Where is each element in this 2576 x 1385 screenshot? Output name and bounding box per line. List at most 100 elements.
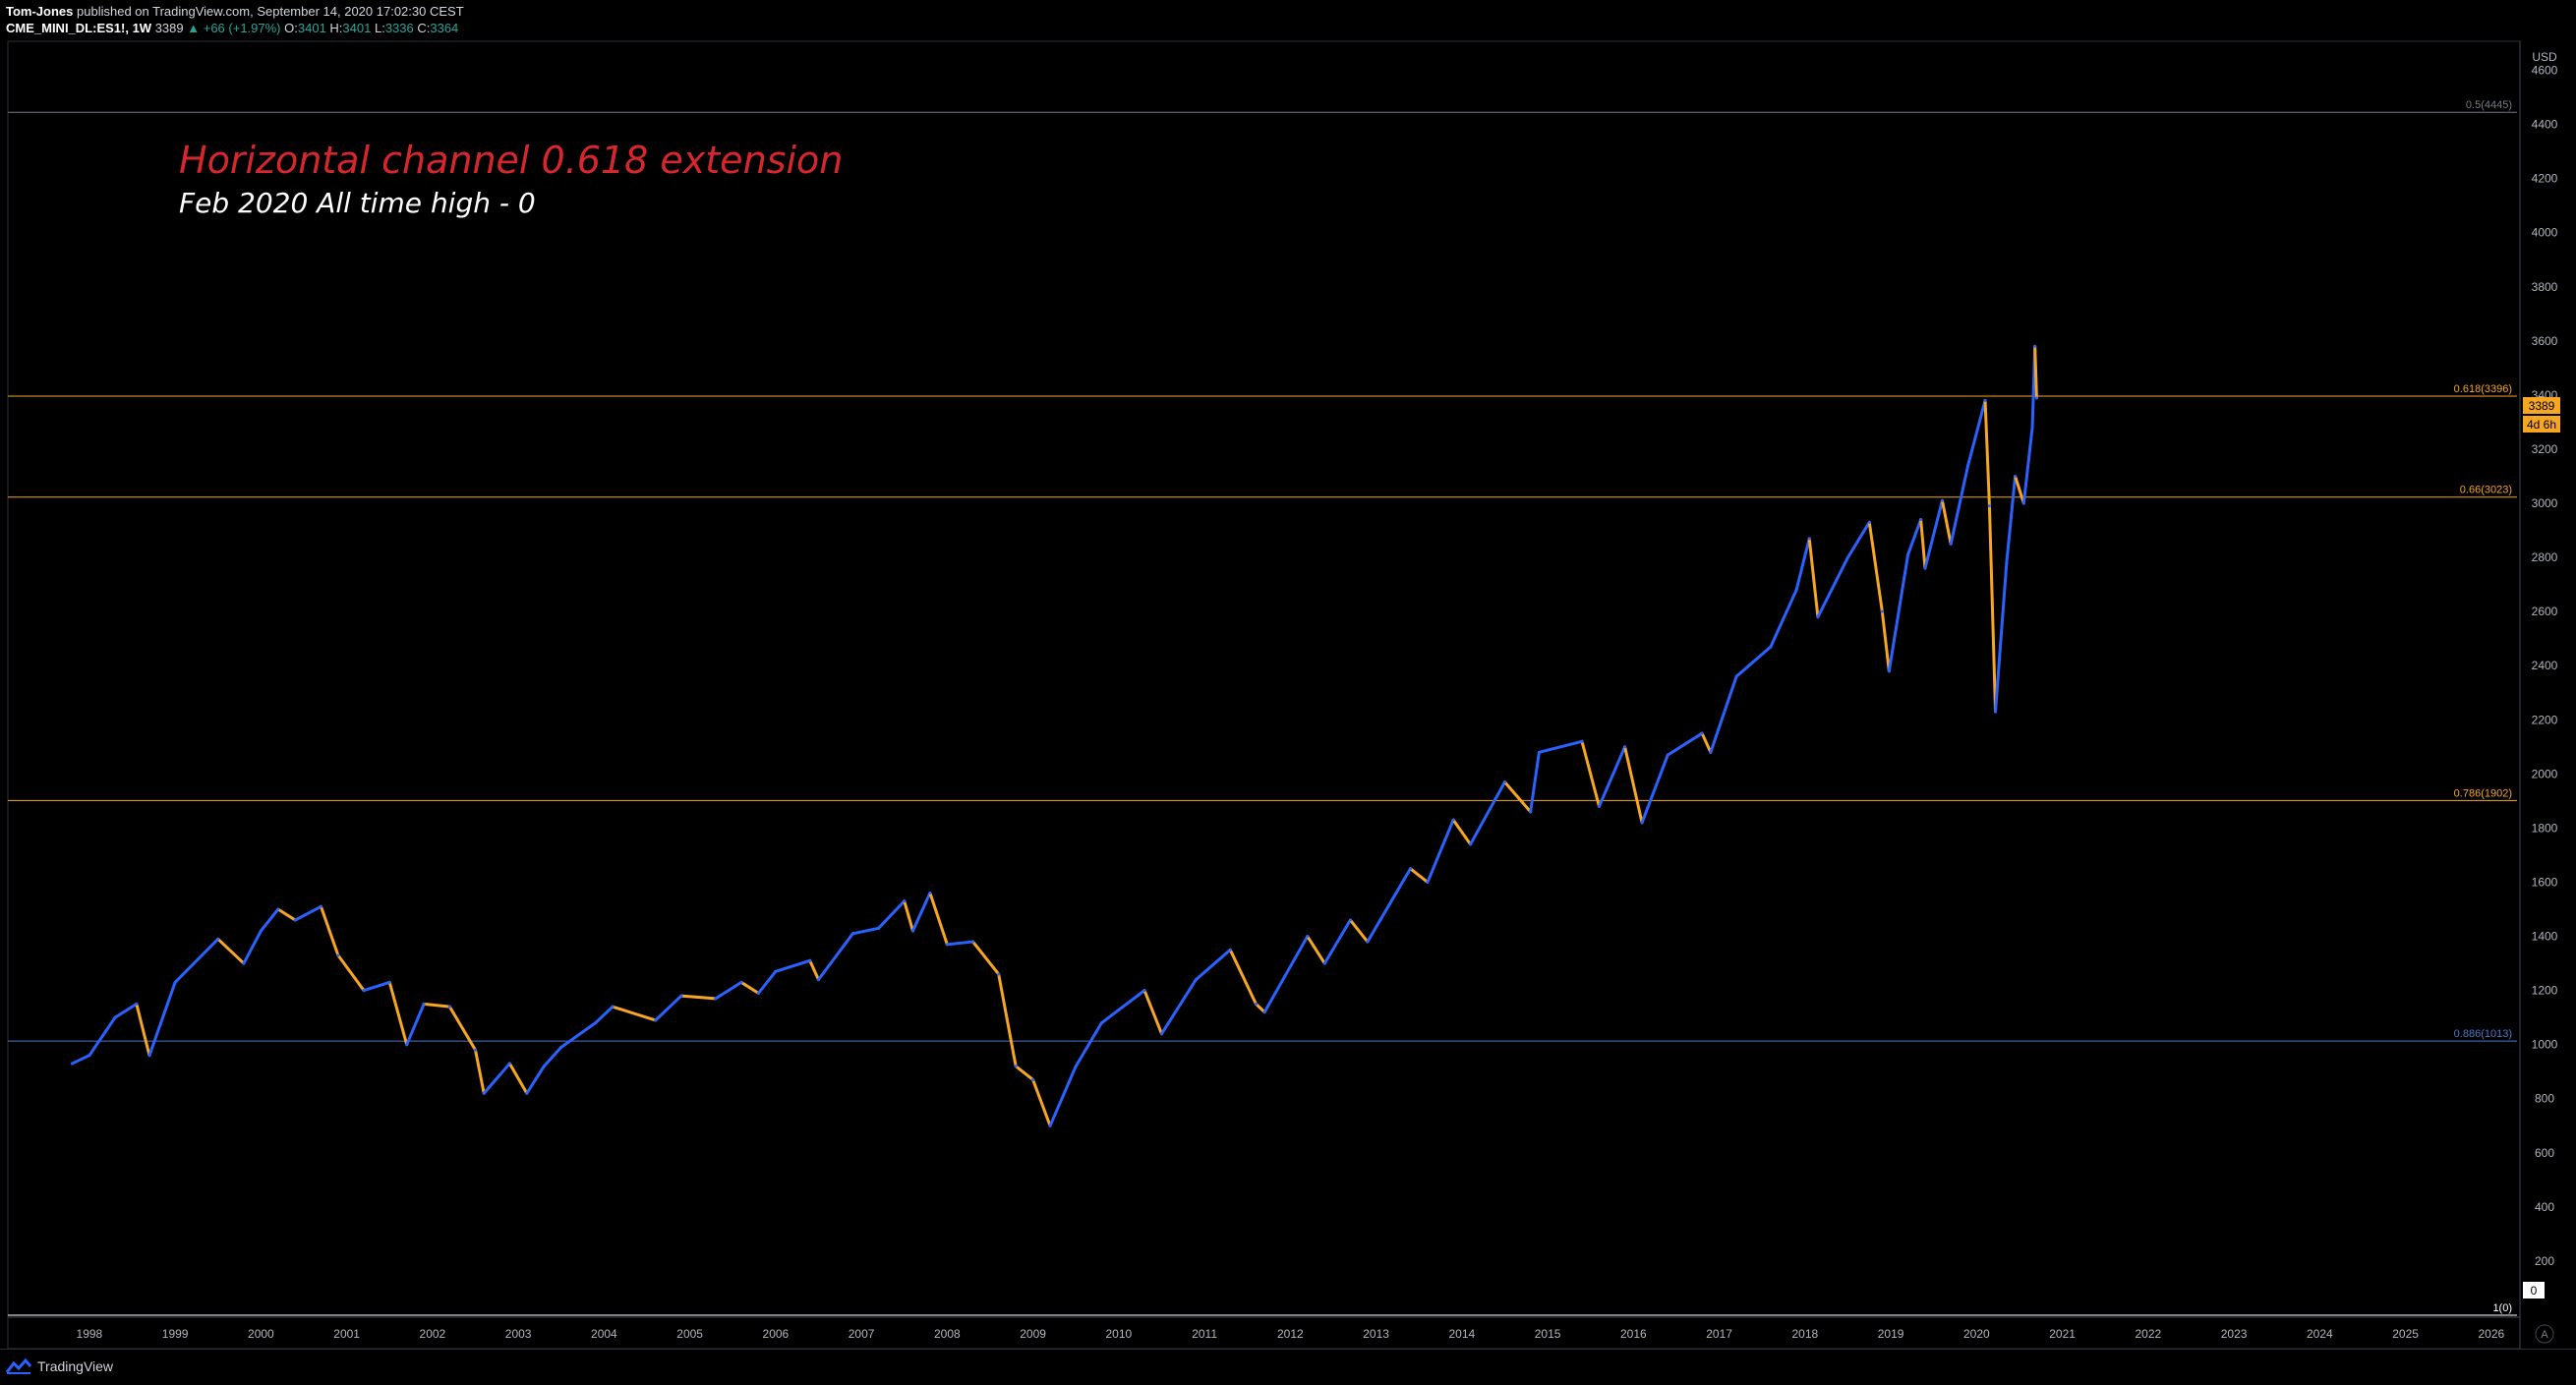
price-point: [1700, 731, 1704, 735]
tradingview-logo-icon: [6, 1358, 31, 1374]
time-tick-label: 2006: [763, 1327, 790, 1341]
price-segment: [447, 1005, 478, 1052]
price-point: [928, 892, 932, 895]
price-segment: [910, 892, 932, 933]
published-text: published on TradingView.com, September …: [77, 4, 464, 19]
annotation-subtitle[interactable]: Feb 2020 All time high - 0: [179, 187, 536, 219]
price-point: [1409, 867, 1413, 871]
low-value: 3336: [384, 21, 414, 35]
price-point: [654, 1018, 658, 1022]
price-segment: [903, 899, 914, 933]
price-segment: [1228, 948, 1258, 1006]
price-segment: [1769, 588, 1798, 649]
time-tick-label: 2026: [2478, 1327, 2504, 1341]
price-segment: [1254, 1002, 1266, 1014]
price-point: [679, 994, 683, 998]
price-point: [1640, 821, 1644, 825]
price-chart[interactable]: 0.5(4445) 0.618(3396) 0.66(3023) 0.786(1902…: [0, 0, 2576, 1349]
price-segment: [70, 1054, 91, 1066]
price-point: [559, 1045, 563, 1049]
time-tick-label: 2019: [1878, 1327, 1904, 1341]
time-tick-label: 2021: [2049, 1327, 2076, 1341]
close-label: C:: [417, 21, 431, 35]
price-point: [362, 989, 366, 993]
annotation-title[interactable]: Horizontal channel 0.618 extension: [179, 139, 843, 182]
tradingview-brand[interactable]: TradingView: [6, 1358, 113, 1374]
price-segment: [1159, 978, 1198, 1036]
price-point: [2014, 475, 2018, 479]
price-series: [70, 344, 2038, 1127]
price-segment: [507, 1062, 529, 1095]
price-point: [1426, 880, 1430, 884]
price-point: [293, 918, 297, 922]
open-value: 3401: [297, 21, 326, 35]
fib-level-label: 0.886(1013): [2454, 1028, 2512, 1040]
price-tick-label: 2400: [2532, 659, 2558, 672]
price-segment: [293, 904, 322, 922]
price-segment: [611, 1005, 658, 1022]
price-segment: [1987, 504, 1998, 714]
price-point: [1306, 935, 1310, 939]
price-segment: [242, 929, 263, 965]
price-point: [113, 1015, 117, 1019]
time-tick-label: 2001: [333, 1327, 360, 1341]
time-tick-label: 2013: [1363, 1327, 1389, 1341]
zero-tag-group: 0: [2523, 1282, 2545, 1298]
price-tick-label: 2200: [2532, 713, 2558, 726]
price-point: [910, 929, 914, 933]
price-segment: [525, 1065, 546, 1095]
currency-label: USD: [2532, 50, 2557, 64]
auto-scale-button-ring[interactable]: [2535, 1324, 2554, 1344]
price-point: [1623, 745, 1627, 749]
price-point: [877, 926, 881, 930]
time-tick-label: 2011: [1192, 1327, 1217, 1341]
price-point: [997, 972, 1001, 976]
time-tick-label: 2002: [420, 1327, 446, 1341]
price-segment: [1994, 561, 2009, 714]
price-point: [319, 904, 322, 908]
last-price-tag-bg: [2523, 397, 2560, 414]
price-segment: [1700, 731, 1713, 754]
fib-levels[interactable]: 0.5(4445) 0.618(3396) 0.66(3023) 0.786(1902…: [8, 99, 2517, 1316]
price-point: [1887, 669, 1891, 673]
time-tick-label: 2012: [1277, 1327, 1304, 1341]
time-tick-label: 2020: [1963, 1327, 1990, 1341]
price-segment: [2033, 344, 2038, 400]
price-segment: [1923, 498, 1944, 570]
time-tick-label: 2015: [1535, 1327, 1561, 1341]
price-tick-label: 200: [2535, 1254, 2554, 1268]
chart-frame: [7, 40, 2521, 1349]
price-segment: [971, 940, 1001, 976]
close-value: 3364: [430, 21, 459, 35]
price-point: [1537, 750, 1541, 754]
price-segment: [259, 907, 280, 933]
price-segment: [928, 892, 949, 947]
time-axis[interactable]: 1998 1999 2000 2001 2002 2003 2004 2005 2006 2007…: [77, 1327, 2505, 1341]
price-segment: [1794, 537, 1811, 592]
price-point: [2033, 344, 2037, 348]
countdown-tag-bg: [2523, 416, 2560, 433]
price-segment: [1048, 1065, 1078, 1127]
last-price: 3389: [154, 21, 184, 35]
auto-scale-button[interactable]: A: [2541, 1329, 2548, 1341]
time-tick-label: 2016: [1620, 1327, 1647, 1341]
price-point: [242, 961, 246, 965]
price-point: [147, 1054, 151, 1058]
price-point: [387, 980, 391, 984]
price-point: [1348, 918, 1352, 922]
high-label: H:: [329, 21, 343, 35]
price-axis[interactable]: 200 400 600 800 1000 1200 1400 1600 1800 2000 2200…: [2532, 64, 2558, 1268]
price-segment: [1194, 948, 1232, 982]
chart-header: Tom-Jones published on TradingView.com, …: [0, 0, 2576, 41]
price-point: [542, 1065, 546, 1068]
price-segment: [1348, 918, 1370, 944]
time-tick-label: 1998: [77, 1327, 103, 1341]
author-name[interactable]: Tom-Jones: [6, 4, 74, 19]
price-tick-label: 3200: [2532, 442, 2558, 456]
last-price-tag-group: 3389 4d 6h: [2523, 397, 2560, 433]
price-segment: [1537, 739, 1584, 754]
price-segment: [1640, 753, 1669, 825]
symbol-name[interactable]: CME_MINI_DL:ES1!, 1W: [6, 21, 152, 35]
fib-level-label: 0.618(3396): [2454, 383, 2512, 395]
price-segment: [1734, 645, 1773, 678]
